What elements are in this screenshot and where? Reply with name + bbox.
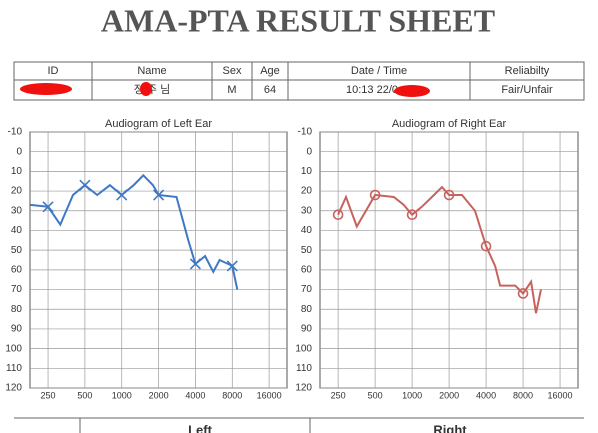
x-tick-label: 2000 <box>149 390 169 400</box>
footer-table <box>14 417 584 433</box>
x-tick-label: 500 <box>77 390 92 400</box>
y-tick-label: -10 <box>8 127 23 138</box>
x-marker <box>79 179 91 191</box>
x-tick-label: 250 <box>331 390 346 400</box>
y-tick-label: 40 <box>301 225 313 236</box>
x-tick-label: 250 <box>41 390 56 400</box>
ear-line <box>30 173 239 290</box>
header-cell: Reliabilty <box>505 65 550 77</box>
y-tick-label: 50 <box>11 245 23 256</box>
y-tick-label: 100 <box>295 343 312 354</box>
y-tick-label: 30 <box>11 205 23 216</box>
reliability-cell: Fair/Unfair <box>501 84 553 96</box>
y-tick-label: 0 <box>306 146 312 157</box>
x-marker <box>226 260 238 272</box>
x-marker <box>153 189 165 201</box>
y-tick-label: 110 <box>296 363 312 374</box>
y-tick-label: 70 <box>301 284 313 295</box>
age-cell: 64 <box>264 84 276 96</box>
header-cell: Age <box>260 65 280 77</box>
y-tick-label: 90 <box>301 324 313 335</box>
y-tick-label: 50 <box>301 245 313 256</box>
x-tick-label: 1000 <box>112 390 132 400</box>
o-marker <box>332 209 344 221</box>
y-tick-label: 0 <box>16 146 22 157</box>
x-marker <box>42 201 54 213</box>
ear-line <box>337 185 542 314</box>
y-tick-label: 120 <box>295 383 312 394</box>
header-cell: ID <box>48 65 59 77</box>
x-tick-label: 4000 <box>185 390 205 400</box>
x-tick-label: 1000 <box>402 390 422 400</box>
footer-left: Left <box>188 422 213 433</box>
header-cell: Date / Time <box>351 65 407 77</box>
footer-right: Right <box>433 422 467 433</box>
y-tick-label: 120 <box>5 383 22 394</box>
header-cell: Name <box>137 65 166 77</box>
x-tick-label: 8000 <box>513 390 533 400</box>
y-tick-label: 70 <box>11 284 23 295</box>
y-tick-label: 100 <box>5 343 22 354</box>
y-tick-label: 30 <box>301 205 313 216</box>
o-marker <box>480 240 492 252</box>
o-marker <box>406 209 418 221</box>
y-tick-label: 20 <box>301 186 313 197</box>
datetime-cell: 10:13 22/0 <box>346 84 398 96</box>
y-tick-label: -10 <box>298 127 313 138</box>
o-marker <box>369 189 381 201</box>
y-tick-label: 10 <box>11 166 23 177</box>
header-cell: Sex <box>223 65 242 77</box>
y-tick-label: 90 <box>11 324 23 335</box>
y-tick-label: 40 <box>11 225 23 236</box>
info-table <box>13 61 585 101</box>
x-tick-label: 8000 <box>222 390 242 400</box>
x-tick-label: 2000 <box>439 390 459 400</box>
sex-cell: M <box>227 84 236 96</box>
y-tick-label: 10 <box>301 166 313 177</box>
x-tick-label: 16000 <box>548 390 573 400</box>
y-tick-label: 80 <box>11 304 23 315</box>
redaction <box>140 82 152 96</box>
o-marker <box>443 189 455 201</box>
y-tick-label: 20 <box>11 186 23 197</box>
x-tick-label: 500 <box>368 390 383 400</box>
x-tick-label: 4000 <box>476 390 496 400</box>
chart-title: Audiogram of Left Ear <box>105 118 212 130</box>
sheet-title: AMA-PTA RESULT SHEET <box>101 2 495 38</box>
redaction <box>394 85 430 97</box>
x-marker <box>116 189 128 201</box>
y-tick-label: 60 <box>11 264 23 275</box>
x-marker <box>189 258 201 270</box>
y-tick-label: 110 <box>6 363 22 374</box>
o-marker <box>517 288 529 299</box>
name-cell: 정 주 님 <box>134 83 170 96</box>
y-tick-label: 60 <box>301 264 313 275</box>
x-tick-label: 16000 <box>257 390 282 400</box>
redaction <box>20 83 72 95</box>
chart-title: Audiogram of Right Ear <box>392 118 507 130</box>
y-tick-label: 80 <box>301 304 313 315</box>
